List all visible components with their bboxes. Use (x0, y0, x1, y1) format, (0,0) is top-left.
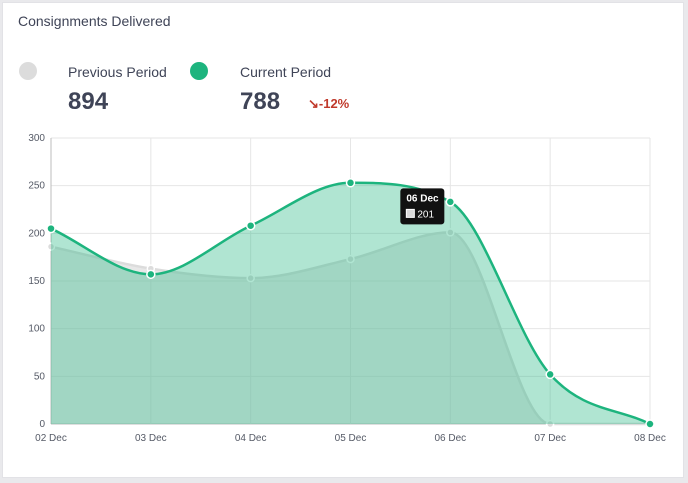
x-tick-label: 06 Dec (434, 433, 466, 444)
x-tick-label: 03 Dec (135, 433, 167, 444)
series-area (51, 182, 650, 424)
y-tick-label: 100 (28, 324, 45, 335)
tooltip: 06 Dec 201 (400, 188, 445, 225)
data-point (345, 178, 356, 188)
x-tick-label: 05 Dec (335, 433, 367, 444)
series-area (51, 232, 650, 424)
data-point (46, 223, 56, 234)
previous-period-dot (19, 62, 37, 80)
tooltip-title: 06 Dec (406, 193, 439, 204)
data-point (246, 273, 255, 283)
data-point (446, 228, 455, 237)
data-point (445, 197, 456, 207)
current-period-label: Current Period (240, 64, 332, 80)
data-point (146, 269, 156, 280)
x-axis-labels: 02 Dec 03 Dec 04 Dec 05 Dec 06 Dec 07 Dec 08 D… (35, 433, 666, 444)
previous-period-value: 894 (68, 88, 109, 115)
change-badge: ↘-12% (308, 96, 350, 111)
y-tick-label: 50 (34, 371, 46, 382)
x-tick-label: 04 Dec (235, 433, 267, 444)
data-point (545, 419, 555, 429)
x-tick-label: 08 Dec (634, 433, 666, 444)
data-point (245, 220, 256, 231)
chart-card (2, 2, 684, 478)
y-axis-labels: 0 50 100 150 200 250 300 (28, 133, 45, 430)
y-tick-label: 150 (28, 276, 45, 287)
x-tick-label: 02 Dec (35, 433, 67, 444)
data-point (346, 254, 355, 264)
series-current-period (46, 178, 655, 429)
current-period-dot (190, 62, 208, 80)
previous-period-label: Previous Period (68, 64, 167, 80)
y-tick-label: 0 (39, 419, 45, 430)
current-period-value: 788 (240, 88, 281, 115)
y-tick-label: 250 (28, 181, 45, 192)
x-tick-label: 07 Dec (534, 433, 566, 444)
data-point (545, 369, 555, 380)
data-point (46, 242, 56, 251)
series-previous-period (46, 228, 655, 429)
y-tick-label: 200 (28, 228, 45, 239)
tooltip-value: 201 (417, 209, 434, 220)
y-tick-label: 300 (28, 133, 45, 144)
data-point (645, 419, 655, 429)
chart-title: Consignments Delivered (18, 13, 171, 29)
tooltip-swatch (405, 208, 415, 218)
